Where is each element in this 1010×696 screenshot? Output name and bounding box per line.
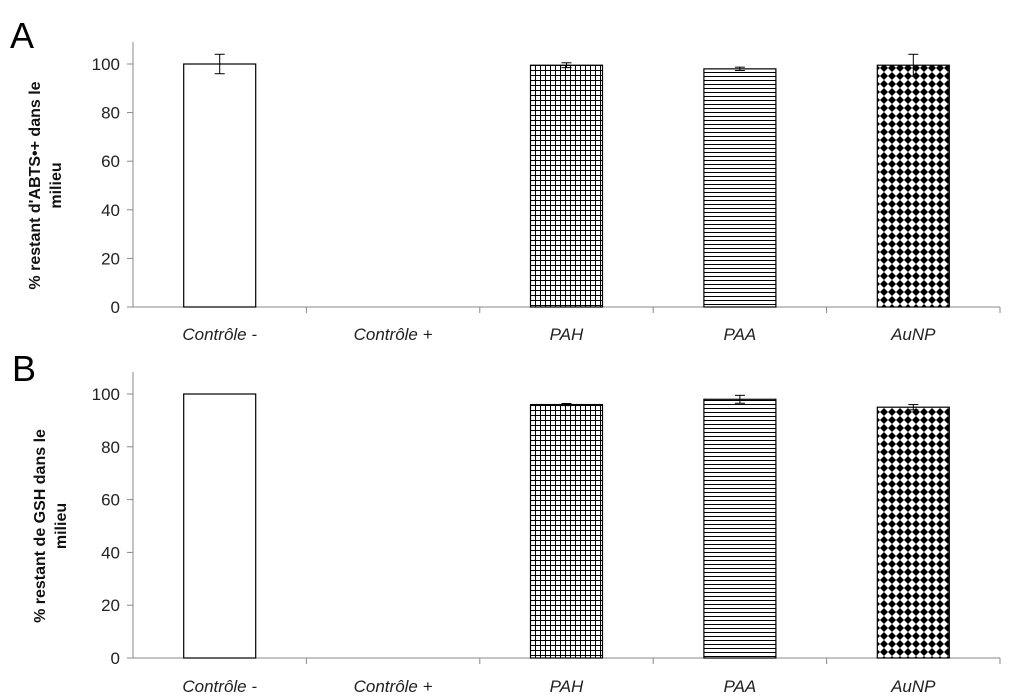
x-category-label: PAA: [724, 325, 757, 344]
y-axis-title: % restant de GSH dans le milieu: [32, 429, 70, 623]
y-axis-title-line: % restant d'ABTS•+ dans le: [27, 81, 44, 289]
y-tick-label: 0: [111, 649, 120, 668]
bar: [529, 64, 604, 308]
bar: [876, 406, 950, 659]
y-axis-title-line: % restant de GSH dans le: [32, 429, 49, 623]
x-category-label: PAA: [724, 677, 757, 696]
bar: [183, 63, 257, 308]
y-tick-label: 20: [101, 596, 120, 615]
panel-letter: A: [10, 15, 34, 56]
y-tick-label: 0: [111, 298, 120, 317]
bar: [529, 403, 604, 659]
x-category-label: AuNP: [890, 325, 936, 344]
x-category-label: Contrôle -: [182, 325, 257, 344]
y-tick-label: 20: [101, 249, 120, 268]
x-category-label: PAH: [550, 677, 584, 696]
panel-b: B % restant de GSH dans le milieu 0 20 40 60 80…: [12, 348, 1001, 696]
y-axis-title-line: milieu: [53, 503, 70, 549]
x-category-label: Contrôle +: [354, 325, 433, 344]
y-tick-label: 80: [101, 104, 120, 123]
x-category-label: PAH: [550, 325, 584, 344]
bar: [703, 398, 777, 659]
x-category-label: AuNP: [890, 677, 936, 696]
y-tick-label: 80: [101, 438, 120, 457]
y-tick-label: 60: [101, 491, 120, 510]
panel-letter: B: [12, 348, 36, 389]
x-category-label: Contrôle +: [354, 677, 433, 696]
y-tick-label: 100: [92, 55, 120, 74]
y-axis-title: % restant d'ABTS•+ dans le milieu: [27, 81, 65, 289]
y-tick-label: 100: [92, 385, 120, 404]
y-tick-label: 60: [101, 152, 120, 171]
x-category-label: Contrôle -: [182, 677, 257, 696]
bar: [183, 393, 257, 659]
y-tick-label: 40: [101, 543, 120, 562]
y-tick-label: 40: [101, 201, 120, 220]
panel-a: A % restant d'ABTS•+ dans le milieu 0 20 40 60…: [10, 15, 1001, 344]
bar: [876, 64, 950, 308]
bar: [703, 68, 777, 308]
y-axis-title-line: milieu: [48, 162, 65, 208]
